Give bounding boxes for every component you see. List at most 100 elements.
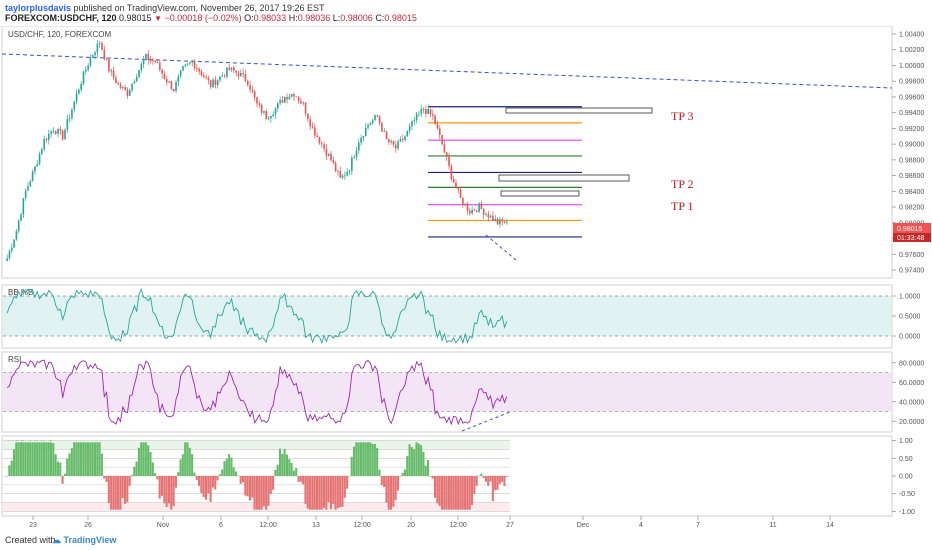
symbol-name[interactable]: FOREXCOM:USDCHF, 120: [5, 13, 117, 23]
time-axis[interactable]: 23 26 Nov 6 12:00 13 12:00 20 12:00 27 Dec 4 7 11 14: [29, 516, 834, 529]
price-tick-label: 0.99400: [899, 110, 924, 117]
tp1-box[interactable]: [500, 190, 580, 197]
osc-bar: [295, 468, 298, 476]
osc-bar: [82, 442, 85, 476]
osc-bar: [216, 476, 219, 481]
osc-bar: [170, 476, 173, 510]
osc-bar: [348, 476, 351, 477]
osc-bar: [267, 476, 270, 506]
candle-body: [357, 142, 360, 151]
osc-bar: [410, 447, 413, 476]
author-link[interactable]: taylorplusdavis: [5, 3, 72, 13]
candle-body: [327, 153, 330, 156]
osc-bar: [297, 476, 300, 482]
price-tick-label: 0.98400: [899, 189, 924, 196]
candle-body: [138, 70, 140, 77]
candle-body: [501, 219, 504, 222]
osc-bar: [209, 476, 212, 502]
candle-body: [193, 61, 196, 69]
osc-bar: [359, 442, 363, 476]
candle-body: [207, 77, 210, 81]
time-tick-label: 23: [29, 522, 37, 529]
candle-body: [15, 231, 18, 240]
divergence-line-price[interactable]: [485, 234, 517, 261]
osc-bar: [133, 466, 136, 476]
osc-bar: [366, 442, 369, 476]
candle-body: [244, 74, 247, 82]
candle-body: [316, 135, 318, 138]
candle-body: [466, 203, 469, 211]
osc-bar: [6, 476, 9, 477]
osc-bar: [15, 442, 18, 476]
osc-bar: [165, 476, 168, 507]
osc-bar: [406, 456, 409, 476]
osc-bar: [477, 475, 481, 477]
osc-bar: [56, 461, 59, 476]
tradingview-logo[interactable]: ☁ TradingView: [52, 535, 116, 546]
price-tick-label: 0.99800: [899, 79, 924, 86]
osc-bar: [8, 465, 11, 476]
osc-bar: [494, 476, 497, 491]
osc-bar: [422, 451, 425, 476]
rsi-tick-label: 80.0000: [899, 360, 924, 367]
candle-body: [464, 203, 467, 205]
candle-body: [147, 54, 150, 60]
osc-tick-label: 0.50: [899, 456, 913, 463]
candle-body: [385, 131, 388, 139]
candle-body: [362, 136, 365, 138]
osc-bar: [285, 454, 288, 476]
candle-body: [265, 111, 268, 120]
osc-bar: [325, 476, 328, 510]
tp2-box[interactable]: [498, 174, 630, 182]
candle-body: [286, 96, 288, 100]
candle-body: [455, 182, 457, 188]
osc-bar: [459, 476, 462, 510]
candle-body: [13, 239, 15, 248]
candle-body: [429, 108, 432, 115]
candle-body: [246, 81, 249, 85]
osc-bar: [313, 476, 316, 510]
osc-bar: [117, 476, 120, 510]
candle-body: [267, 118, 270, 120]
candle-body: [168, 81, 170, 83]
osc-bar: [251, 476, 254, 498]
osc-bar: [144, 442, 147, 476]
candle-body: [82, 71, 85, 84]
candle-body: [452, 179, 455, 183]
osc-bar: [84, 442, 87, 476]
tradingview-cloud-icon: ☁: [52, 535, 64, 545]
candle-body: [314, 127, 316, 136]
candle-body: [309, 119, 312, 127]
osc-bar: [350, 456, 353, 476]
osc-bar: [163, 476, 166, 504]
osc-bar: [276, 464, 279, 476]
candle-body: [50, 131, 52, 134]
osc-bar: [193, 472, 196, 476]
trendline[interactable]: [1, 53, 893, 89]
osc-bar: [253, 476, 256, 510]
candle-body: [142, 60, 145, 65]
candle-body: [54, 130, 57, 134]
osc-bar: [177, 472, 180, 476]
divergence-line-rsi[interactable]: [461, 411, 511, 432]
osc-bar: [309, 476, 312, 510]
candle-body: [420, 109, 423, 114]
osc-bar: [480, 473, 483, 476]
osc-bar: [89, 442, 92, 476]
candle-body: [330, 153, 332, 161]
candle-body: [425, 109, 427, 115]
candle-body: [413, 120, 416, 122]
chart-canvas[interactable]: TP 3 TP 2 TP 1 USD/CHF, 120, FOREXCOM 1.…: [0, 26, 932, 532]
candle-body: [346, 171, 349, 176]
open-label: O:: [244, 13, 254, 23]
candle-body: [24, 190, 27, 199]
candle-body: [381, 123, 383, 132]
candle-body: [219, 76, 221, 81]
price-levels[interactable]: [428, 106, 582, 238]
osc-tick-label: 1.00: [899, 438, 913, 445]
tp3-box[interactable]: [505, 107, 653, 114]
osc-bar: [429, 476, 432, 477]
candle-body: [482, 208, 485, 215]
osc-bar: [103, 476, 106, 479]
candle-body: [103, 49, 106, 59]
